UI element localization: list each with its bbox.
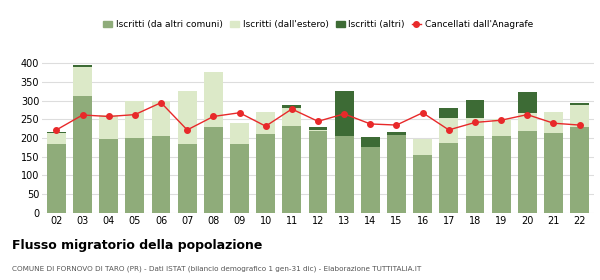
Point: [78, 113, 88, 117]
Bar: [256, 134, 275, 213]
Point: [444, 128, 454, 132]
Point: [470, 120, 480, 125]
Bar: [308, 127, 328, 130]
Bar: [204, 72, 223, 127]
Bar: [47, 144, 66, 213]
Point: [496, 118, 506, 122]
Point: [392, 123, 401, 127]
Bar: [283, 104, 301, 108]
Bar: [230, 144, 249, 213]
Bar: [178, 144, 197, 213]
Point: [261, 124, 271, 129]
Bar: [283, 126, 301, 213]
Bar: [73, 65, 92, 67]
Bar: [387, 132, 406, 135]
Bar: [230, 123, 249, 144]
Bar: [308, 130, 328, 131]
Point: [340, 112, 349, 116]
Bar: [466, 100, 484, 118]
Point: [235, 111, 244, 115]
Point: [209, 114, 218, 119]
Point: [287, 107, 296, 111]
Bar: [518, 113, 537, 131]
Bar: [492, 119, 511, 136]
Bar: [178, 92, 197, 144]
Point: [182, 128, 192, 132]
Bar: [361, 137, 380, 148]
Legend: Iscritti (da altri comuni), Iscritti (dall'estero), Iscritti (altri), Cancellati: Iscritti (da altri comuni), Iscritti (da…: [100, 17, 536, 33]
Bar: [544, 132, 563, 213]
Point: [130, 112, 140, 117]
Point: [104, 114, 113, 119]
Bar: [544, 112, 563, 132]
Bar: [99, 115, 118, 139]
Bar: [47, 132, 66, 133]
Bar: [283, 108, 301, 126]
Bar: [439, 143, 458, 213]
Bar: [47, 133, 66, 144]
Bar: [361, 148, 380, 213]
Point: [418, 111, 427, 115]
Text: Flusso migratorio della popolazione: Flusso migratorio della popolazione: [12, 239, 262, 252]
Bar: [308, 131, 328, 213]
Bar: [256, 112, 275, 134]
Bar: [413, 139, 432, 155]
Bar: [335, 92, 353, 136]
Bar: [518, 131, 537, 213]
Bar: [152, 101, 170, 136]
Bar: [73, 96, 92, 213]
Bar: [204, 127, 223, 213]
Bar: [73, 67, 92, 96]
Bar: [152, 136, 170, 213]
Bar: [570, 127, 589, 213]
Point: [313, 119, 323, 123]
Bar: [570, 103, 589, 104]
Bar: [125, 101, 144, 138]
Bar: [518, 92, 537, 113]
Bar: [570, 104, 589, 127]
Bar: [466, 136, 484, 213]
Bar: [492, 136, 511, 213]
Text: COMUNE DI FORNOVO DI TARO (PR) - Dati ISTAT (bilancio demografico 1 gen-31 dic) : COMUNE DI FORNOVO DI TARO (PR) - Dati IS…: [12, 266, 421, 272]
Bar: [439, 108, 458, 118]
Point: [548, 121, 558, 125]
Point: [365, 122, 375, 126]
Bar: [466, 118, 484, 136]
Point: [523, 112, 532, 117]
Bar: [439, 118, 458, 143]
Point: [575, 123, 584, 127]
Point: [156, 101, 166, 105]
Bar: [387, 135, 406, 213]
Point: [52, 128, 61, 132]
Bar: [125, 138, 144, 213]
Bar: [335, 136, 353, 213]
Bar: [99, 139, 118, 213]
Bar: [413, 155, 432, 213]
